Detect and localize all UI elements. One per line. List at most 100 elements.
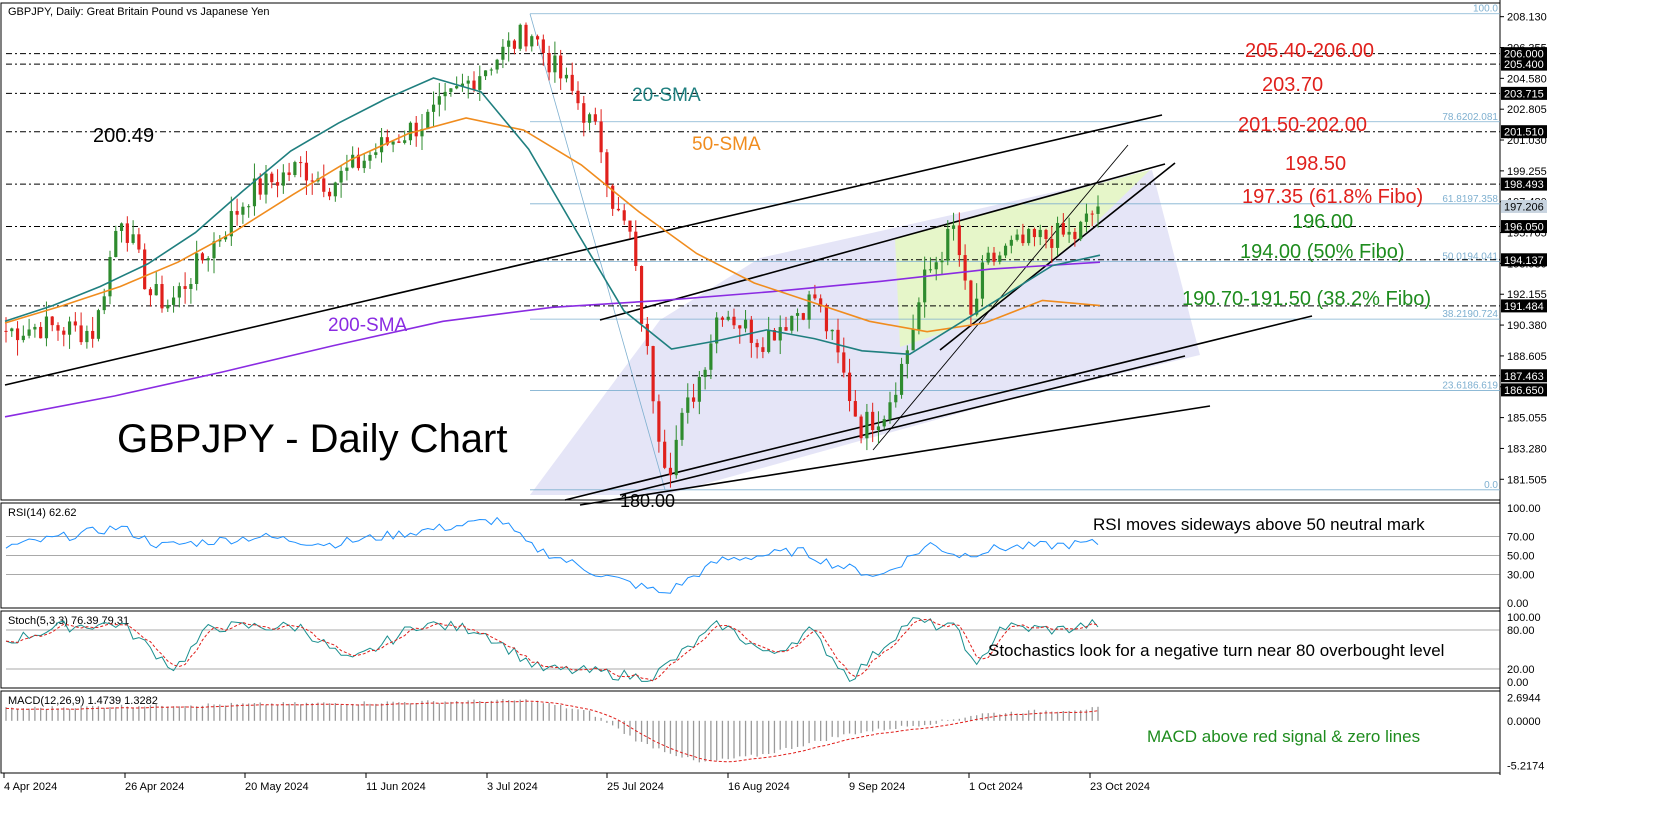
candle-body [963,255,967,281]
sma200-line [4,261,1101,418]
candle-body [813,294,817,299]
sma20-line [4,77,1101,356]
candle-body [299,162,303,164]
candle-body [853,401,857,417]
sma50-label: 50-SMA [692,134,761,155]
fib-level-label: 100.0 [1473,4,1498,15]
candle-body [345,167,349,171]
candle-body [171,297,176,305]
candle-body [1032,228,1037,238]
candle-body [223,236,228,240]
candle-body [894,394,898,403]
candle-body [1009,239,1013,246]
candle-body [379,137,384,153]
candle-body [905,350,909,364]
price-tag-box [1501,253,1547,267]
candle-body [310,180,314,182]
candle-body [119,223,124,231]
candle-body [1067,231,1071,235]
candle-body [842,352,846,373]
rsi-y-tick-label: 30.00 [1507,570,1535,582]
x-tick-label: 16 Aug 2024 [728,781,790,793]
sma200-label: 200-SMA [328,315,408,336]
candle-body [374,152,378,155]
candle-body [871,411,875,431]
candle-body [911,329,915,351]
candle-body [709,343,713,370]
candle-body [443,91,447,97]
candle-body [951,225,956,229]
stoch-y-tick-label: 0.00 [1507,677,1528,689]
candle-body [680,412,684,440]
candle-body [743,319,748,329]
x-tick-label: 9 Sep 2024 [849,781,905,793]
candle-body [258,178,262,195]
candle-body [639,265,644,324]
resistance-level-label: 201.50-202.00 [1238,114,1367,136]
candle-body [715,317,719,344]
candle-body [67,321,72,335]
price-tag-box [1501,299,1547,313]
macd-title: MACD(12,26,9) 1.4739 1.3282 [8,695,158,707]
candle-body [1044,229,1048,239]
candle-body [85,330,89,343]
candle-body [720,317,725,320]
candle-body [559,55,563,79]
candle-body [200,253,205,261]
y-tick-label: 202.805 [1507,104,1547,116]
candle-body [1090,213,1094,215]
macd-y-tick-label: 2.6944 [1507,693,1541,705]
candle-body [847,372,852,402]
support-level-label: 194.00 (50% Fibo) [1240,241,1405,263]
candle-body [541,39,545,53]
candle-body [108,257,112,297]
price-tag-box [1501,125,1547,139]
candle-body [587,114,592,123]
candle-body [998,255,1002,262]
candle-body [755,342,759,348]
candle-body [824,305,829,332]
candle-body [420,129,424,137]
y-tick-label: 188.605 [1507,351,1547,363]
candle-body [645,323,649,347]
resistance-level-label: 205.40-206.00 [1245,40,1374,62]
price-tag-box [1501,220,1547,234]
candle-body [738,325,742,329]
y-tick-label: 185.055 [1507,413,1547,425]
candle-body [564,74,569,79]
candle-body [946,228,950,261]
candle-body [15,328,20,341]
candle-body [651,346,655,402]
candle-body [333,182,337,197]
candle-body [102,296,106,311]
stoch-annotation: Stochastics look for a negative turn nea… [988,641,1444,660]
candle-body [483,70,488,77]
price-tag-label: 186.650 [1504,385,1544,397]
x-tick-label: 1 Oct 2024 [969,781,1023,793]
fib-level-label: 38.2190.724 [1442,309,1498,320]
candle-body [275,182,280,186]
candle-body [726,316,730,320]
candle-body [616,208,621,211]
candle-body [489,69,493,71]
candle-body [391,141,395,145]
candle-body [114,230,118,258]
candle-body [980,262,985,299]
candle-body [356,154,361,169]
stoch-y-tick-label: 80.00 [1507,625,1535,637]
candle-body [547,52,551,73]
fib-level-label: 50.0194.041 [1442,251,1498,262]
candle-body [628,220,632,232]
price-tag-label: 198.493 [1504,179,1544,191]
candle-body [691,397,696,402]
candle-body [697,377,701,402]
candle-body [270,173,274,183]
y-tick-label: 204.580 [1507,73,1547,85]
rsi-title: RSI(14) 62.62 [8,507,76,519]
candle-body [1050,238,1054,248]
resistance-level-label: 198.50 [1285,153,1346,175]
macd-signal-line [5,700,1099,763]
candle-body [899,363,904,395]
